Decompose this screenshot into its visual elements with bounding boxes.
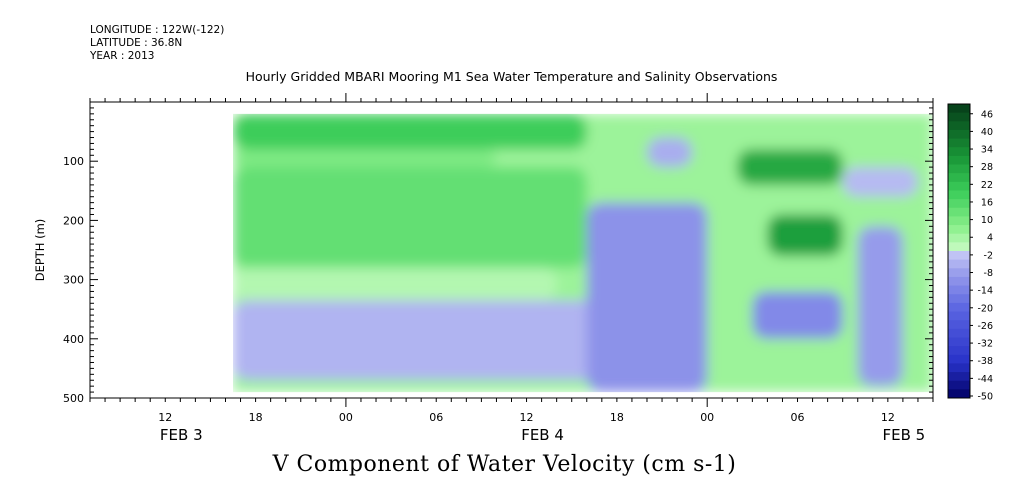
field-region (233, 300, 617, 381)
year-label: YEAR : 2013 (90, 50, 155, 62)
colorbar-swatch (948, 354, 970, 364)
colorbar-swatch (948, 389, 970, 399)
field-region (586, 202, 708, 393)
colorbar-swatch (948, 121, 970, 131)
colorbar-swatch (948, 147, 970, 157)
colorbar-label: 46 (981, 109, 993, 120)
colorbar-swatch (948, 346, 970, 356)
colorbar-label: -8 (984, 268, 993, 279)
colorbar-swatch (948, 164, 970, 174)
colorbar-label: -32 (977, 339, 993, 350)
colorbar-swatch (948, 328, 970, 338)
colorbar-label: 22 (981, 180, 993, 191)
colorbar-label: -20 (977, 303, 993, 314)
x-tick-label: 06 (429, 411, 443, 424)
field-blur-group (233, 113, 934, 393)
colorbar-swatch (948, 285, 970, 295)
metadata-header: LONGITUDE : 122W(-122) LATITUDE : 36.8N … (90, 24, 224, 63)
y-tick-label: 100 (63, 155, 84, 168)
colorbar: 46 40 34 28 22 16 10 4 -2 -8 -14 -20 -26 -32 -38 -44 -50 (947, 103, 993, 403)
variable-title: V Component of Water Velocity (cm s-1) (272, 452, 737, 477)
colorbar-swatch (948, 294, 970, 304)
colorbar-swatch (948, 363, 970, 373)
latitude-label: LATITUDE : 36.8N (90, 37, 183, 49)
colorbar-swatch (948, 302, 970, 313)
colorbar-label: 34 (981, 145, 993, 156)
colorbar-swatch (948, 181, 970, 191)
colorbar-swatch (948, 233, 970, 243)
field-region (233, 267, 557, 301)
colorbar-label: 28 (981, 162, 993, 173)
longitude-label: LONGITUDE : 122W(-122) (90, 24, 225, 36)
colorbar-swatch (948, 104, 970, 114)
colorbar-swatch (948, 199, 970, 209)
colorbar-label: -2 (984, 250, 993, 261)
colorbar-swatch (948, 129, 970, 140)
colorbar-swatch (948, 112, 970, 122)
colorbar-swatch (948, 190, 970, 200)
colorbar-swatch (948, 251, 970, 261)
field-region (646, 137, 693, 168)
date-label: FEB 4 (521, 426, 564, 444)
colorbar-swatch (948, 242, 970, 252)
colorbar-label: -26 (977, 321, 993, 332)
axes: 12 18 00 06 12 18 00 06 12 FEB 3 FEB 4 FEB 5 100 200 3… (33, 93, 934, 444)
y-axis-label: DEPTH (m) (33, 219, 47, 282)
colorbar-swatch (948, 216, 970, 226)
y-tick-label: 500 (63, 392, 84, 405)
colorbar-swatch (948, 138, 970, 148)
colorbar-label: -14 (977, 286, 993, 297)
y-tick-label: 400 (63, 333, 84, 346)
x-tick-label: 12 (520, 411, 534, 424)
field-region (842, 167, 918, 197)
date-label: FEB 3 (160, 426, 203, 444)
x-tick-label: 06 (791, 411, 805, 424)
y-tick-label: 200 (63, 214, 84, 227)
x-tick-label: 18 (610, 411, 624, 424)
field-region (233, 167, 587, 268)
field-region (233, 113, 587, 150)
field-region (767, 214, 843, 256)
x-tick-label: 12 (881, 411, 895, 424)
colorbar-swatch (948, 225, 970, 235)
field-region (737, 149, 843, 185)
colorbar-label: -44 (977, 374, 993, 385)
plot-area (90, 102, 934, 398)
date-label: FEB 5 (882, 426, 925, 444)
colorbar-swatch (948, 155, 970, 166)
x-tick-label: 12 (158, 411, 172, 424)
field-region (752, 291, 843, 339)
x-tick-label: 00 (339, 411, 353, 424)
colorbar-label: 4 (987, 233, 993, 244)
colorbar-label: 40 (981, 127, 993, 138)
colorbar-swatch (948, 311, 970, 321)
colorbar-swatch (948, 259, 970, 269)
colorbar-swatch (948, 276, 970, 287)
colorbar-frame (947, 103, 971, 399)
x-tick-label: 18 (249, 411, 263, 424)
colorbar-label: 10 (981, 215, 993, 226)
colorbar-swatch (948, 173, 970, 183)
field-region (857, 226, 903, 387)
colorbar-swatch (948, 320, 970, 330)
colorbar-swatch (948, 207, 970, 217)
colorbar-swatch (948, 372, 970, 382)
field-region (233, 149, 497, 168)
x-tick-label: 00 (700, 411, 714, 424)
colorbar-label: -50 (977, 392, 993, 403)
colorbar-label: 16 (981, 197, 993, 208)
colorbar-swatch (948, 337, 970, 347)
colorbar-label: -38 (977, 356, 993, 367)
y-tick-label: 300 (63, 274, 84, 287)
colorbar-swatch (948, 268, 970, 278)
colorbar-swatch (948, 380, 970, 390)
field-layer (233, 113, 934, 393)
chart-title: Hourly Gridded MBARI Mooring M1 Sea Wate… (245, 69, 778, 84)
